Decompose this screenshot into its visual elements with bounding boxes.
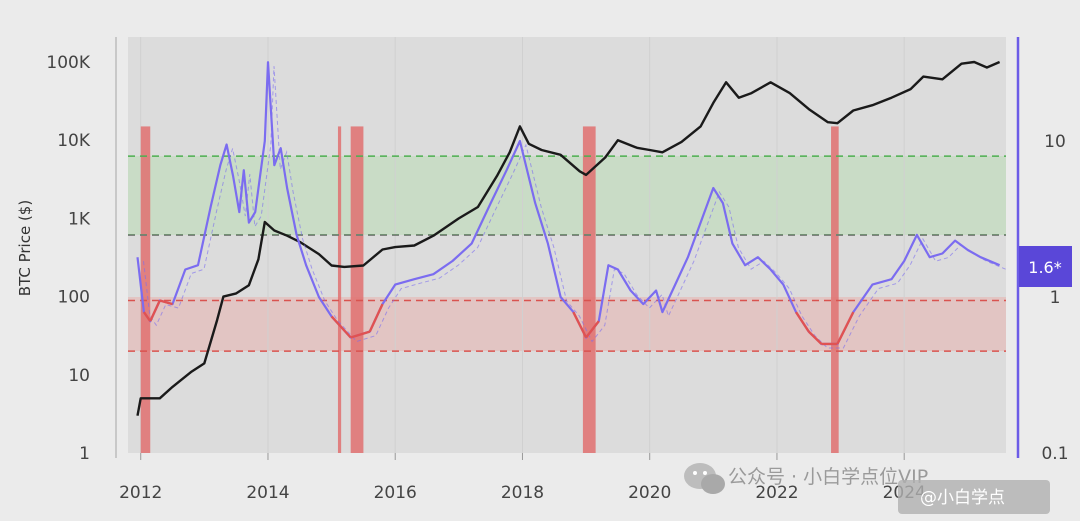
plot-area	[128, 37, 1006, 453]
y-left-tick-label: 10	[68, 366, 90, 386]
highlight-bars-layer	[140, 126, 839, 454]
y-left-tick-label: 100K	[46, 53, 90, 73]
purple-average-line	[143, 66, 1006, 349]
highlight-bar	[582, 126, 596, 454]
highlight-bar	[350, 126, 364, 454]
indicator-low-segment	[350, 330, 371, 339]
highlight-bar	[337, 126, 342, 454]
indicator-low-segment	[142, 311, 152, 322]
watermark: 公众号 · 小白学点位VIP @小白学点	[684, 463, 1050, 514]
x-tick-label: 2012	[119, 483, 162, 503]
x-tick-label: 2022	[755, 483, 798, 503]
y-right-tick-label: 0.1	[1041, 444, 1068, 464]
indicator-low-segment	[795, 311, 810, 333]
y-left-tick-label: 1K	[68, 209, 91, 229]
bands-layer	[128, 156, 1006, 352]
series-layer	[136, 60, 1006, 416]
x-tick-label: 2014	[246, 483, 289, 503]
indicator-low-segment	[330, 315, 352, 339]
y-left-tick-label: 10K	[57, 131, 91, 151]
highlight-bar	[831, 126, 839, 454]
indicator-low-segment	[585, 320, 600, 339]
indicator-low-segment	[368, 303, 384, 333]
y-axis-title: BTC Price ($)	[16, 200, 34, 296]
y-right-tick-label: 1	[1050, 288, 1061, 308]
btc-price-line	[136, 60, 1001, 416]
y-left-tick-label: 100	[58, 288, 90, 308]
watermark-secondary: @小白学点	[920, 488, 1005, 508]
indicator-low-segment	[807, 330, 823, 345]
highlight-bar	[140, 126, 151, 454]
y-right-tick-label: 10	[1044, 132, 1066, 152]
watermark-primary: 公众号 · 小白学点位VIP	[728, 466, 928, 488]
indicator-low-segment	[836, 311, 855, 345]
indicator-low-segment	[159, 299, 173, 306]
current-value-label: 1.6*	[1028, 258, 1061, 277]
x-tick-label: 2016	[374, 483, 417, 503]
y-left-tick-label: 1	[79, 444, 90, 464]
x-tick-label: 2018	[501, 483, 544, 503]
upper-green-band	[128, 156, 1006, 235]
indicator-low-segment	[572, 311, 588, 339]
x-tick-label: 2020	[628, 483, 671, 503]
wechat-icon	[684, 463, 725, 494]
current-value-badge: 1.6*	[1019, 246, 1072, 287]
indicator-low-segment	[149, 299, 161, 322]
